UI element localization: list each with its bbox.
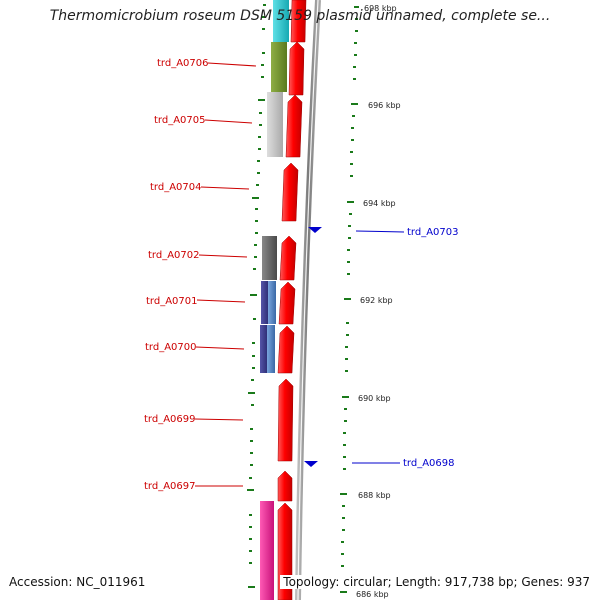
gene-name: trd_A0700 xyxy=(145,342,197,353)
gene-arrow xyxy=(277,378,294,462)
cog-block-steel-2 xyxy=(267,325,275,373)
scale-tick-label: 690 kbp xyxy=(358,394,391,403)
gene-arrow xyxy=(279,235,297,281)
right-ticks xyxy=(340,6,359,593)
cog-block-olive xyxy=(271,42,287,92)
gene-label-left[interactable]: trd_A0704 xyxy=(150,182,250,193)
gene-name: trd_A0698 xyxy=(403,458,455,469)
gene-arrow xyxy=(285,94,303,158)
gene-name: trd_A0706 xyxy=(157,58,209,69)
scale-tick-label: 688 kbp xyxy=(358,491,391,500)
gene-arrow xyxy=(281,162,299,222)
gene-name: trd_A0703 xyxy=(407,227,459,238)
reverse-gene-marker xyxy=(304,461,318,467)
map-title: Thermomicrobium roseum DSM 5159 plasmid … xyxy=(49,8,551,24)
gene-arrow xyxy=(290,0,307,43)
gene-arrow xyxy=(277,325,295,374)
scale-tick-label: 692 kbp xyxy=(360,296,393,305)
cog-block-magenta xyxy=(260,501,274,600)
gene-label-right[interactable]: trd_A0703 xyxy=(355,227,459,238)
scale-tick-label: 694 kbp xyxy=(363,199,396,208)
gene-name: trd_A0704 xyxy=(150,182,202,193)
gene-name: trd_A0701 xyxy=(146,296,198,307)
left-ticks xyxy=(247,4,266,588)
gene-arrow xyxy=(278,281,296,325)
gene-label-right[interactable]: trd_A0698 xyxy=(352,458,455,469)
gene-label-left[interactable]: trd_A0701 xyxy=(146,296,246,307)
scale-tick-label: 686 kbp xyxy=(356,590,389,599)
gene-arrow xyxy=(277,470,293,502)
gene-arrow xyxy=(288,41,305,96)
cog-block-navy-1 xyxy=(261,281,269,324)
gene-label-left[interactable]: trd_A0700 xyxy=(145,342,245,353)
scale-tick-label: 696 kbp xyxy=(368,101,401,110)
gene-name: trd_A0705 xyxy=(154,115,206,126)
gene-label-left[interactable]: trd_A0706 xyxy=(157,58,257,69)
gene-label-left[interactable]: trd_A0702 xyxy=(148,250,248,261)
accession-text: Accession: NC_011961 xyxy=(9,575,146,589)
reverse-gene-marker xyxy=(308,227,322,233)
scale-tick-label: 698 kbp xyxy=(364,4,397,13)
gene-label-left[interactable]: trd_A0697 xyxy=(144,481,243,492)
backbone-inner xyxy=(297,0,319,600)
gene-name: trd_A0699 xyxy=(144,414,196,425)
gene-name: trd_A0702 xyxy=(148,250,200,261)
cog-block-cyan xyxy=(273,0,289,42)
cog-block-navy-2 xyxy=(260,325,268,373)
cog-block-lightgray xyxy=(267,92,283,157)
cog-block-darkgray xyxy=(262,236,277,280)
cog-block-steel-1 xyxy=(268,281,276,324)
genome-summary-text: Topology: circular; Length: 917,738 bp; … xyxy=(280,575,590,589)
gene-label-left[interactable]: trd_A0705 xyxy=(154,115,253,126)
gene-label-left[interactable]: trd_A0699 xyxy=(144,414,244,425)
gene-name: trd_A0697 xyxy=(144,481,196,492)
